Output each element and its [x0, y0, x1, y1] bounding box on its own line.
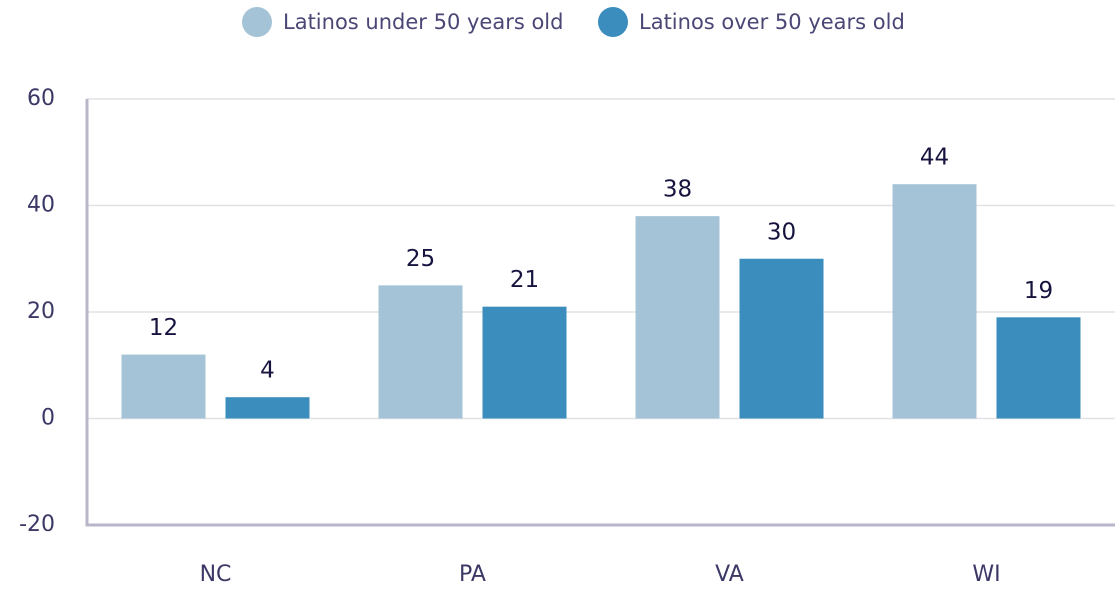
- x-tick-label: PA: [459, 562, 486, 587]
- legend-label: Latinos under 50 years old: [283, 10, 563, 34]
- bar: [482, 306, 567, 419]
- y-tick-label: -20: [19, 512, 55, 537]
- value-label: 44: [920, 145, 949, 171]
- bar: [739, 258, 824, 419]
- bar: [121, 354, 206, 419]
- x-tick-label: WI: [972, 562, 1000, 587]
- value-label: 38: [663, 177, 692, 203]
- bar: [378, 285, 463, 419]
- x-tick-label: NC: [200, 562, 232, 587]
- bar: [635, 216, 720, 419]
- value-label: 4: [260, 358, 275, 384]
- y-tick-label: 0: [41, 406, 55, 431]
- value-label: 21: [510, 267, 539, 293]
- legend-swatch: [242, 7, 272, 37]
- x-tick-label: VA: [715, 562, 744, 587]
- value-label: 30: [767, 219, 796, 245]
- value-label: 25: [406, 246, 435, 272]
- y-tick-label: 40: [27, 193, 55, 218]
- y-tick-label: 20: [27, 299, 55, 324]
- bar: [996, 317, 1081, 419]
- value-label: 19: [1024, 278, 1053, 304]
- legend-swatch: [598, 7, 628, 37]
- y-tick-label: 60: [27, 86, 55, 111]
- bar: [225, 397, 310, 419]
- value-label: 12: [149, 315, 178, 341]
- legend-label: Latinos over 50 years old: [639, 10, 905, 34]
- bar: [892, 184, 977, 419]
